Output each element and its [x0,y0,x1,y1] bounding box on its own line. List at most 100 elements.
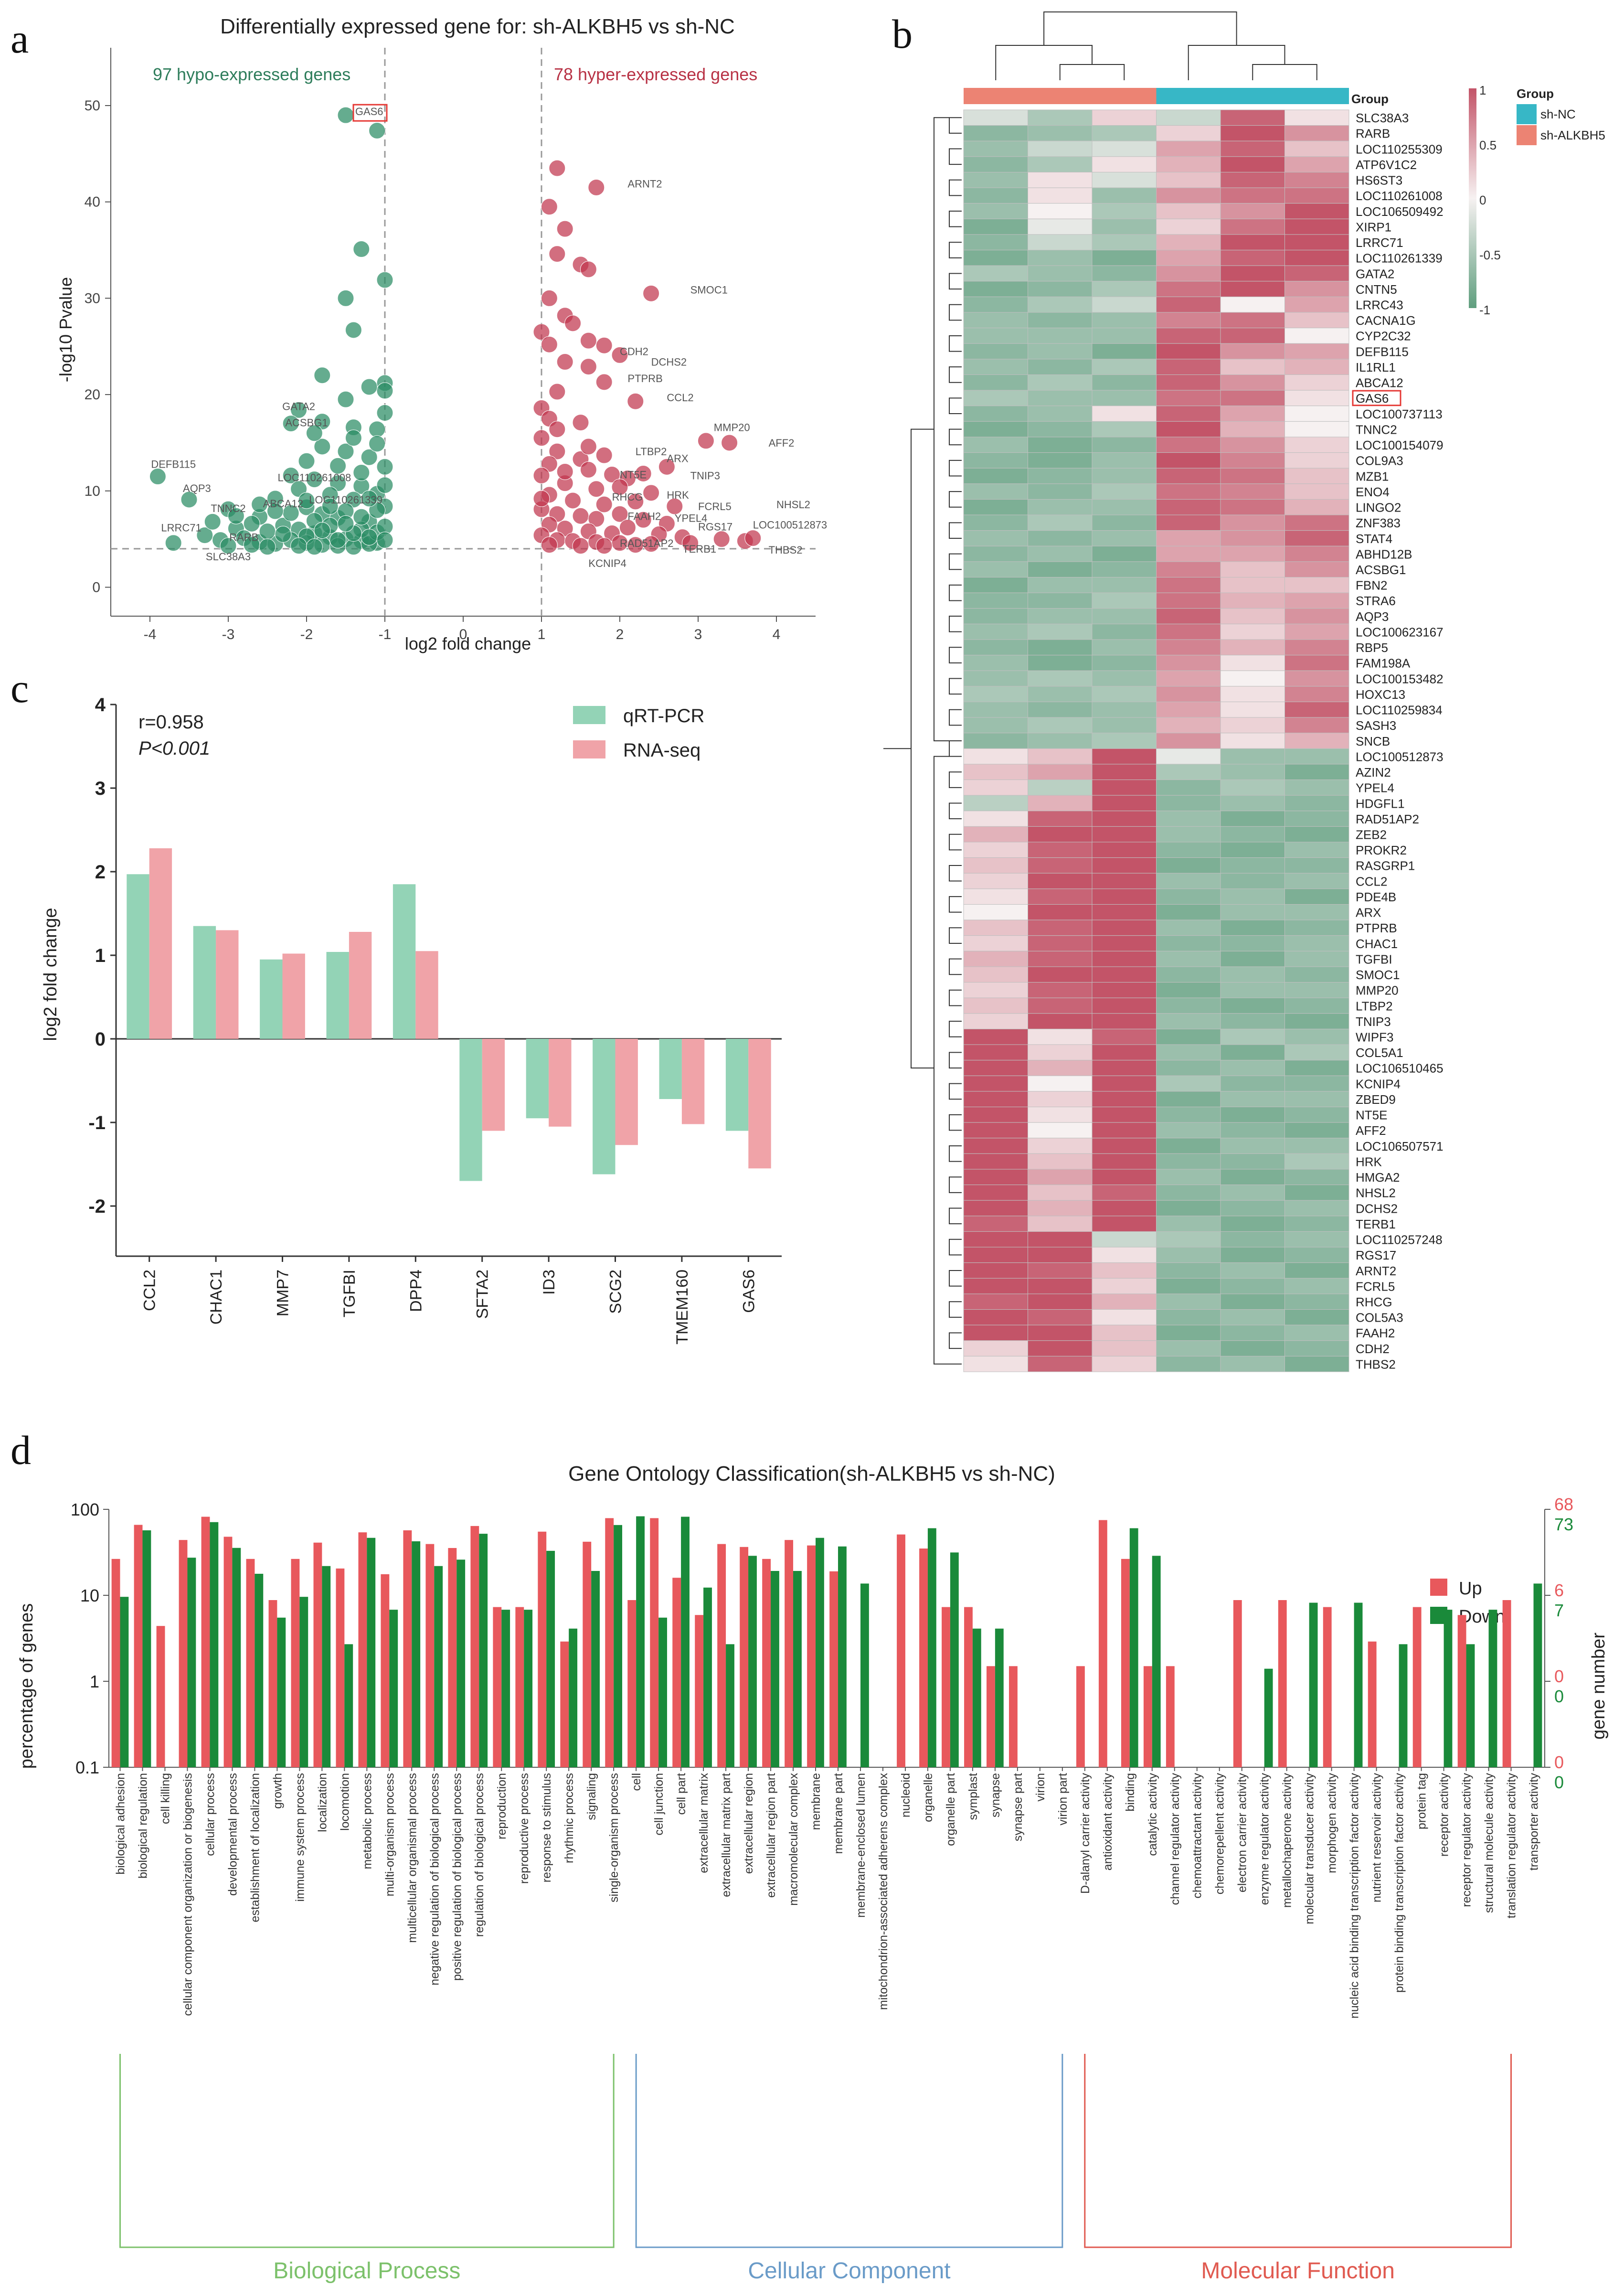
heatmap-cell [1092,203,1157,219]
group-bar-sh-nc [1221,88,1285,104]
heatmap-cell [1092,1185,1157,1201]
volcano-point-hypo [376,382,393,399]
volcano-point-hyper [721,434,738,451]
go-bar-down-biological-regulation [142,1530,151,1767]
heatmap-cell [1092,670,1157,687]
heatmap-cell [1092,156,1157,172]
go-category-morphogen-activity: morphogen activity [1326,1773,1339,1873]
go-bar-down-cell-junction [658,1617,667,1767]
go-bar-down-regulation-of-biological-process [479,1534,488,1767]
volcano-point-hyper [572,507,589,524]
row-dendrogram [949,927,962,944]
heatmap-cell [1092,1247,1157,1263]
heatmap-cell [963,452,1028,469]
heatmap-cell [1028,514,1093,531]
gene-label-tnip3: TNIP3 [690,470,720,482]
validation-bar-qrt-pcr-dpp4 [393,884,416,1039]
heatmap-cell [1092,1262,1157,1279]
validation-y-tick: 1 [95,945,106,966]
validation-bar-qrt-pcr-sfta2 [459,1039,482,1181]
go-category-nutrient-reservoir-activity: nutrient reservoir activity [1370,1773,1384,1902]
heatmap-cell [1156,1091,1221,1108]
volcano-point-hypo [361,449,378,466]
row-label-azin2: AZIN2 [1356,765,1391,780]
heatmap-cell [1028,265,1093,282]
heatmap-cell [1220,935,1285,951]
heatmap-cell [963,1356,1028,1372]
go-bar-down-rhythmic-process [569,1628,578,1767]
heatmap-cell [1028,374,1093,391]
row-label-loc100737113: LOC100737113 [1356,407,1443,421]
heatmap-cell [963,873,1028,889]
heatmap-cell [1092,873,1157,889]
validation-category-gas6: GAS6 [740,1270,758,1313]
go-category-channel-regulator-activity: channel regulator activity [1168,1773,1182,1905]
go-category-synapse: synapse [989,1773,1002,1817]
legend-label-up: Up [1459,1579,1482,1599]
heatmap-cell [1220,592,1285,609]
heatmap-cell [1220,343,1285,360]
volcano-point-hypo [353,508,370,525]
legend-label-sh-nc: sh-NC [1540,107,1576,121]
heatmap-cell [1220,919,1285,936]
heatmap-cell [1028,623,1093,640]
row-label-faah2: FAAH2 [1356,1326,1395,1340]
heatmap-cell [1092,1200,1157,1217]
group-bar-sh-alkbh5 [964,88,1028,104]
row-label-slc38a3: SLC38A3 [1356,111,1409,125]
heatmap-cell [963,1324,1028,1341]
heatmap-cell [1092,1013,1157,1029]
volcano-point-hyper [580,261,597,278]
heatmap-cell [1220,452,1285,469]
heatmap-cell [963,639,1028,656]
row-label-hmga2: HMGA2 [1356,1170,1400,1185]
validation-category-mmp7: MMP7 [274,1270,292,1316]
heatmap-cell [1284,935,1349,951]
heatmap-cell [1156,125,1221,141]
volcano-y-tick: 30 [85,290,100,306]
go-category-negative-regulation-of-biological-process: negative regulation of biological proces… [428,1773,441,1986]
heatmap-cell [1220,374,1285,391]
row-dendrogram [949,647,962,663]
heatmap-cell [1156,733,1221,749]
heatmap-cell [1092,561,1157,578]
heatmap-cell [1284,1091,1349,1108]
go-bar-down-multi-organism-process [389,1610,398,1767]
gene-label-gata2: GATA2 [282,400,315,412]
heatmap-cell [1220,904,1285,920]
heatmap-cell [963,1028,1028,1045]
heatmap-cell [1284,950,1349,967]
row-label-defb115: DEFB115 [1356,344,1409,359]
heatmap-cell [1284,592,1349,609]
go-category-cellular-component-organization-or-biogenesis: cellular component organization or bioge… [181,1773,194,2016]
go-bar-up-cell-killing [156,1626,165,1767]
heatmap-cell [1156,1107,1221,1123]
heatmap-cell [1220,1340,1285,1356]
go-y-tick: 10 [80,1586,99,1605]
row-label-zeb2: ZEB2 [1356,827,1387,842]
heatmap-cell [1092,764,1157,780]
volcano-point-hyper [713,531,730,548]
row-dendrogram [949,304,962,321]
volcano-point-hypo [376,271,393,288]
heatmap-cell [1156,452,1221,469]
volcano-x-tick: -3 [222,627,235,642]
heatmap-cell [1284,156,1349,172]
volcano-point-hypo [321,498,339,515]
heatmap-cell [1092,421,1157,438]
heatmap-cell [1028,997,1093,1014]
heatmap-cell [1028,1138,1093,1154]
heatmap-cell [1284,1200,1349,1217]
row-label-rbp5: RBP5 [1356,641,1388,655]
row-label-loc106507571: LOC106507571 [1356,1139,1444,1153]
go-y-tick: 0.1 [75,1758,99,1777]
go-category-membrane: membrane [809,1773,823,1830]
heatmap-cell [1220,359,1285,375]
volcano-point-hypo [337,289,354,307]
heatmap-cell [963,966,1028,983]
go-bar-down-locomotion [344,1644,353,1767]
heatmap-cell [1156,545,1221,562]
heatmap-cell [1284,343,1349,360]
gene-label-arx: ARX [667,452,689,464]
